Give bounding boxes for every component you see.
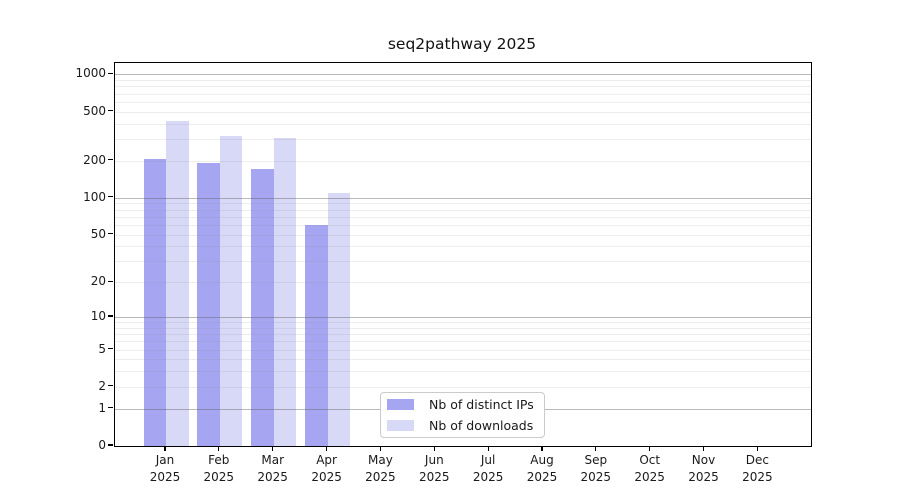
y-tick-label-100: 100	[83, 189, 106, 204]
y-tick-mark-20	[108, 280, 113, 282]
x-tick-label-jan: Jan 2025	[149, 453, 181, 484]
y-tick-label-1: 1	[98, 400, 106, 415]
y-tick-label-200: 200	[83, 152, 106, 167]
y-tick-mark-2	[108, 385, 113, 387]
plot-area	[114, 62, 812, 447]
y-tick-label-10: 10	[90, 309, 106, 323]
y-tick-label-2: 2	[98, 378, 106, 393]
chart-title: seq2pathway 2025	[387, 35, 537, 53]
bar-ips-mar	[251, 169, 274, 446]
gridline-minor-500	[115, 111, 811, 113]
gridline-minor-400	[115, 123, 811, 125]
gridline-minor-600	[115, 101, 811, 103]
x-tick-mark-jun	[433, 446, 435, 452]
x-tick-label-aug: Aug 2025	[526, 453, 558, 484]
bar-downloads-feb	[219, 136, 243, 446]
x-tick-mark-sep	[595, 446, 597, 452]
y-tick-mark-50	[108, 232, 113, 235]
x-tick-label-jul: Jul 2025	[472, 453, 504, 484]
bar-ips-apr	[305, 224, 328, 446]
x-tick-mark-jul	[487, 446, 489, 452]
x-tick-label-oct: Oct 2025	[634, 453, 665, 484]
y-tick-mark-5	[108, 348, 113, 350]
bar-ips-jan	[143, 159, 166, 446]
x-tick-label-dec: Dec 2025	[742, 453, 773, 484]
bar-downloads-jan	[166, 120, 189, 446]
y-tick-mark-100	[108, 196, 113, 198]
x-tick-mark-dec	[756, 446, 758, 452]
x-tick-mark-apr	[325, 446, 328, 452]
legend-label-downloads: Nb of downloads	[429, 418, 534, 433]
x-tick-mark-aug	[541, 446, 543, 452]
gridline-minor-700	[115, 93, 811, 95]
x-tick-mark-feb	[218, 446, 220, 452]
legend-item-downloads: Nb of downloads	[387, 417, 544, 434]
gridline-major-1000	[115, 74, 811, 76]
y-tick-label-5: 5	[98, 341, 106, 356]
x-tick-label-apr: Apr 2025	[311, 453, 342, 484]
downloads-swatch	[387, 420, 414, 431]
y-tick-mark-1	[108, 407, 113, 409]
gridline-minor-900	[115, 80, 811, 81]
y-tick-mark-500	[108, 109, 113, 112]
x-tick-label-jun: Jun 2025	[419, 453, 450, 484]
x-tick-mark-nov	[702, 446, 705, 452]
x-tick-mark-oct	[649, 446, 651, 452]
x-tick-mark-may	[379, 446, 381, 452]
x-tick-label-sep: Sep 2025	[580, 453, 612, 484]
x-tick-label-may: May 2025	[365, 453, 396, 484]
y-tick-mark-200	[108, 159, 113, 161]
y-tick-label-500: 500	[83, 103, 106, 118]
x-tick-mark-mar	[272, 446, 274, 452]
y-tick-label-1000: 1000	[75, 66, 106, 81]
legend-item-distinct-ips: Nb of distinct IPs	[387, 396, 544, 413]
y-tick-mark-10	[108, 315, 113, 317]
x-tick-mark-jan	[164, 446, 166, 452]
legend-label-distinct-ips: Nb of distinct IPs	[429, 397, 534, 412]
y-tick-label-50: 50	[90, 226, 106, 241]
y-tick-mark-0	[108, 444, 113, 446]
distinct-ips-swatch	[387, 399, 414, 410]
y-tick-mark-1000	[108, 72, 113, 74]
bar-ips-feb	[197, 163, 220, 446]
bar-downloads-mar	[273, 138, 297, 446]
bar-downloads-apr	[327, 192, 351, 446]
x-tick-label-feb: Feb 2025	[203, 453, 235, 484]
y-tick-label-0: 0	[98, 438, 106, 452]
x-tick-label-mar: Mar 2025	[257, 453, 288, 484]
x-tick-label-nov: Nov 2025	[688, 453, 719, 484]
gridline-minor-800	[115, 86, 811, 88]
y-tick-label-20: 20	[90, 274, 106, 289]
legend: Nb of distinct IPs Nb of downloads	[380, 392, 545, 438]
